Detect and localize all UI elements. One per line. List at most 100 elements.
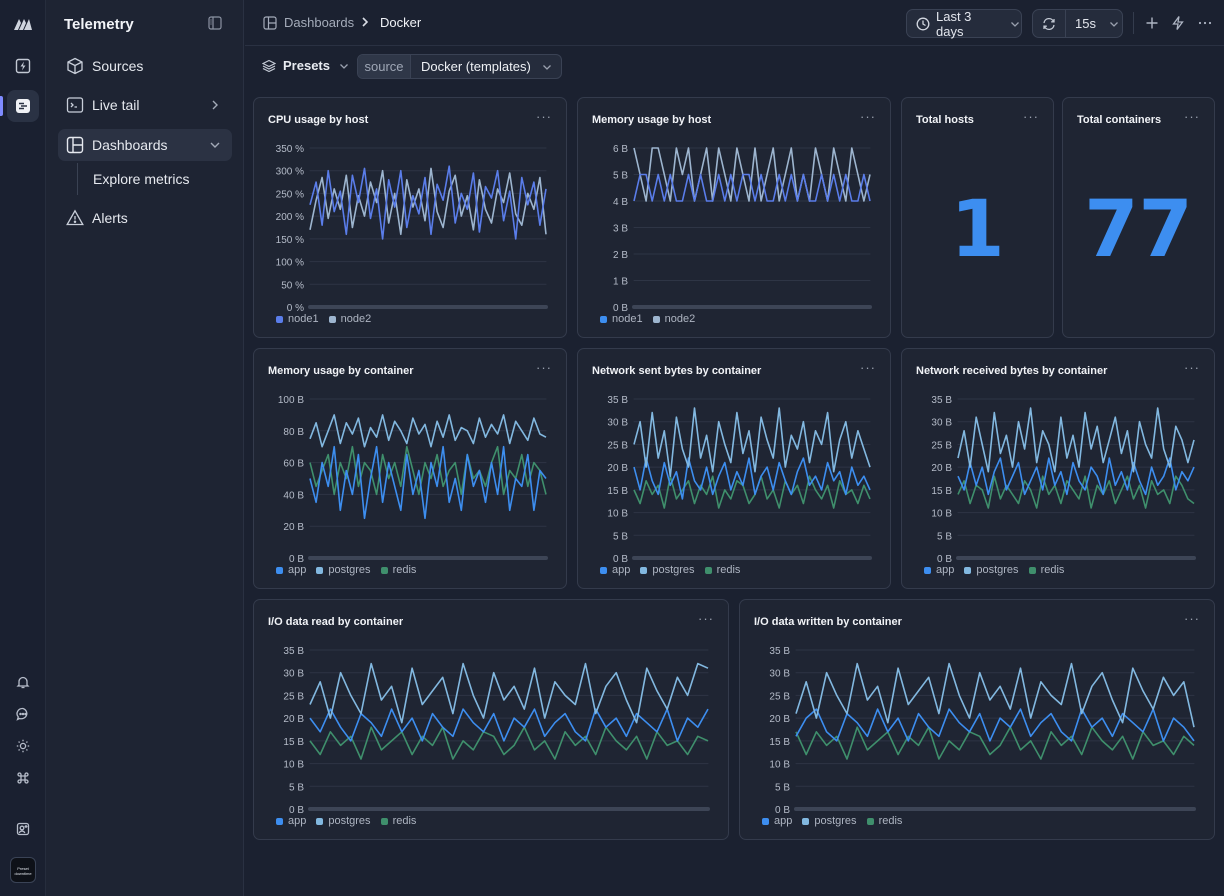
legend-item[interactable]: redis: [704, 564, 740, 576]
legend-item[interactable]: node2: [328, 313, 371, 325]
y-tick-label: 0 B: [937, 554, 952, 565]
sidebar-item-alerts[interactable]: Alerts: [58, 202, 232, 234]
legend-item[interactable]: postgres: [640, 564, 695, 576]
panel-title: Memory usage by container: [268, 365, 414, 377]
toolbar-divider: [1133, 12, 1134, 34]
y-tick-label: 150 %: [276, 235, 304, 246]
panel-more-icon[interactable]: ···: [860, 360, 876, 375]
chart-memory-usage-by-container: 100 B 80 B 60 B 40 B 20 B 0 B: [278, 395, 548, 565]
sidebar-item-sources[interactable]: Sources: [58, 50, 232, 82]
legend-label: redis: [392, 815, 417, 827]
panel-total-hosts: Total hosts ··· 1: [901, 97, 1054, 338]
refresh-button[interactable]: [1033, 10, 1066, 37]
legend: app postgres redis: [924, 564, 1074, 576]
sidebar-item-live-tail[interactable]: Live tail: [58, 89, 232, 121]
source-value-select[interactable]: Docker (templates): [411, 55, 561, 78]
submenu-line: [77, 163, 78, 195]
legend-item[interactable]: redis: [380, 815, 417, 827]
legend-label: app: [288, 564, 307, 576]
legend-item[interactable]: node1: [276, 313, 319, 325]
chart-network-received-bytes: 35 B 30 B 25 B 20 B 15 B 10 B 5 B 0 B: [931, 395, 1196, 565]
panel-more-icon[interactable]: ···: [860, 109, 876, 124]
legend-item[interactable]: node2: [652, 313, 696, 325]
legend-item[interactable]: postgres: [802, 815, 857, 827]
telemetry-icon[interactable]: [7, 90, 39, 122]
y-tick-label: 3 B: [613, 224, 628, 235]
series-line-app: [633, 457, 871, 500]
legend-label: node1: [288, 313, 319, 325]
legend-label: app: [936, 564, 955, 576]
y-tick-label: 35 B: [607, 395, 628, 406]
panel-more-icon[interactable]: ···: [698, 611, 714, 626]
panel-title: Network received bytes by container: [916, 365, 1108, 377]
sidebar-item-label: Sources: [92, 58, 144, 74]
y-tick-label: 0 B: [289, 805, 304, 816]
series-line-node1: [633, 173, 871, 202]
user-add-icon[interactable]: [7, 813, 39, 845]
panel-more-icon[interactable]: ···: [1184, 109, 1200, 124]
logo-icon[interactable]: [7, 8, 39, 40]
bell-icon[interactable]: [7, 666, 39, 698]
sun-icon[interactable]: [7, 730, 39, 762]
panel-title: Total containers: [1077, 114, 1162, 126]
source-filter[interactable]: source Docker (templates): [357, 54, 562, 79]
sidebar-collapse-icon[interactable]: [208, 16, 224, 32]
chevron-down-icon: [1009, 18, 1021, 30]
command-icon[interactable]: [7, 762, 39, 794]
lightning-icon[interactable]: [1170, 15, 1186, 31]
more-icon[interactable]: [1197, 15, 1213, 31]
chevron-down-icon: [1108, 18, 1120, 30]
legend-item[interactable]: app: [924, 564, 954, 576]
panel-more-icon[interactable]: ···: [1023, 109, 1039, 124]
legend-item[interactable]: redis: [1028, 564, 1064, 576]
chevron-right-icon: [208, 98, 222, 112]
legend-item[interactable]: postgres: [316, 815, 371, 827]
source-key: source: [358, 55, 411, 78]
y-tick-label: 15 B: [931, 486, 952, 497]
series-line-postgres: [309, 662, 709, 724]
legend-label: app: [612, 564, 631, 576]
panel-more-icon[interactable]: ···: [536, 109, 552, 124]
legend-item[interactable]: redis: [380, 564, 417, 576]
panel-more-icon[interactable]: ···: [1184, 611, 1200, 626]
series-line-redis: [795, 726, 1195, 760]
breadcrumb-dashboards[interactable]: Dashboards: [263, 15, 354, 30]
y-tick-label: 0 B: [775, 805, 790, 816]
breadcrumb-current: Docker: [380, 15, 422, 30]
legend-swatch: [964, 566, 972, 574]
legend-item[interactable]: node1: [600, 313, 643, 325]
sidebar-item-explore-metrics[interactable]: Explore metrics: [93, 171, 190, 187]
top-bar: Dashboards Docker Last 3 days 15s: [245, 0, 1224, 46]
panel-more-icon[interactable]: ···: [1184, 360, 1200, 375]
panel-more-icon[interactable]: ···: [536, 360, 552, 375]
panel-total-containers: Total containers ··· 77: [1062, 97, 1215, 338]
refresh-interval-select[interactable]: 15s: [1075, 16, 1096, 31]
lightning-box-icon[interactable]: [7, 50, 39, 82]
legend-item[interactable]: postgres: [964, 564, 1019, 576]
legend-item[interactable]: app: [762, 815, 792, 827]
sidebar-item-label: Alerts: [92, 210, 128, 226]
legend-item[interactable]: app: [276, 564, 306, 576]
y-tick-label: 60 B: [283, 459, 304, 470]
legend: node1 node2: [276, 313, 381, 325]
legend-label: node2: [664, 313, 696, 325]
sidebar-item-dashboards[interactable]: Dashboards: [58, 129, 232, 161]
refresh-control: 15s: [1032, 9, 1123, 38]
time-range-select[interactable]: Last 3 days: [906, 8, 1022, 39]
legend-label: redis: [392, 564, 417, 576]
chat-icon[interactable]: [7, 698, 39, 730]
plus-icon[interactable]: [1144, 15, 1160, 31]
y-tick-label: 0 B: [289, 554, 304, 565]
y-tick-label: 10 B: [607, 509, 628, 520]
panel-memory-usage-by-container: Memory usage by container ··· 100 B 80 B 6…: [253, 348, 567, 589]
avatar[interactable]: Preset downtime: [10, 857, 36, 883]
legend-item[interactable]: app: [276, 815, 306, 827]
y-tick-label: 1 B: [613, 277, 628, 288]
legend-item[interactable]: app: [600, 564, 630, 576]
time-range-label: Last 3 days: [936, 8, 972, 39]
y-tick-label: 5 B: [775, 782, 790, 793]
chart-memory-usage-by-host: 6 B 5 B 4 B 3 B 2 B 1 B 0 B: [613, 144, 872, 314]
presets-dropdown[interactable]: Presets: [262, 58, 350, 73]
legend-item[interactable]: postgres: [316, 564, 371, 576]
legend-item[interactable]: redis: [866, 815, 902, 827]
